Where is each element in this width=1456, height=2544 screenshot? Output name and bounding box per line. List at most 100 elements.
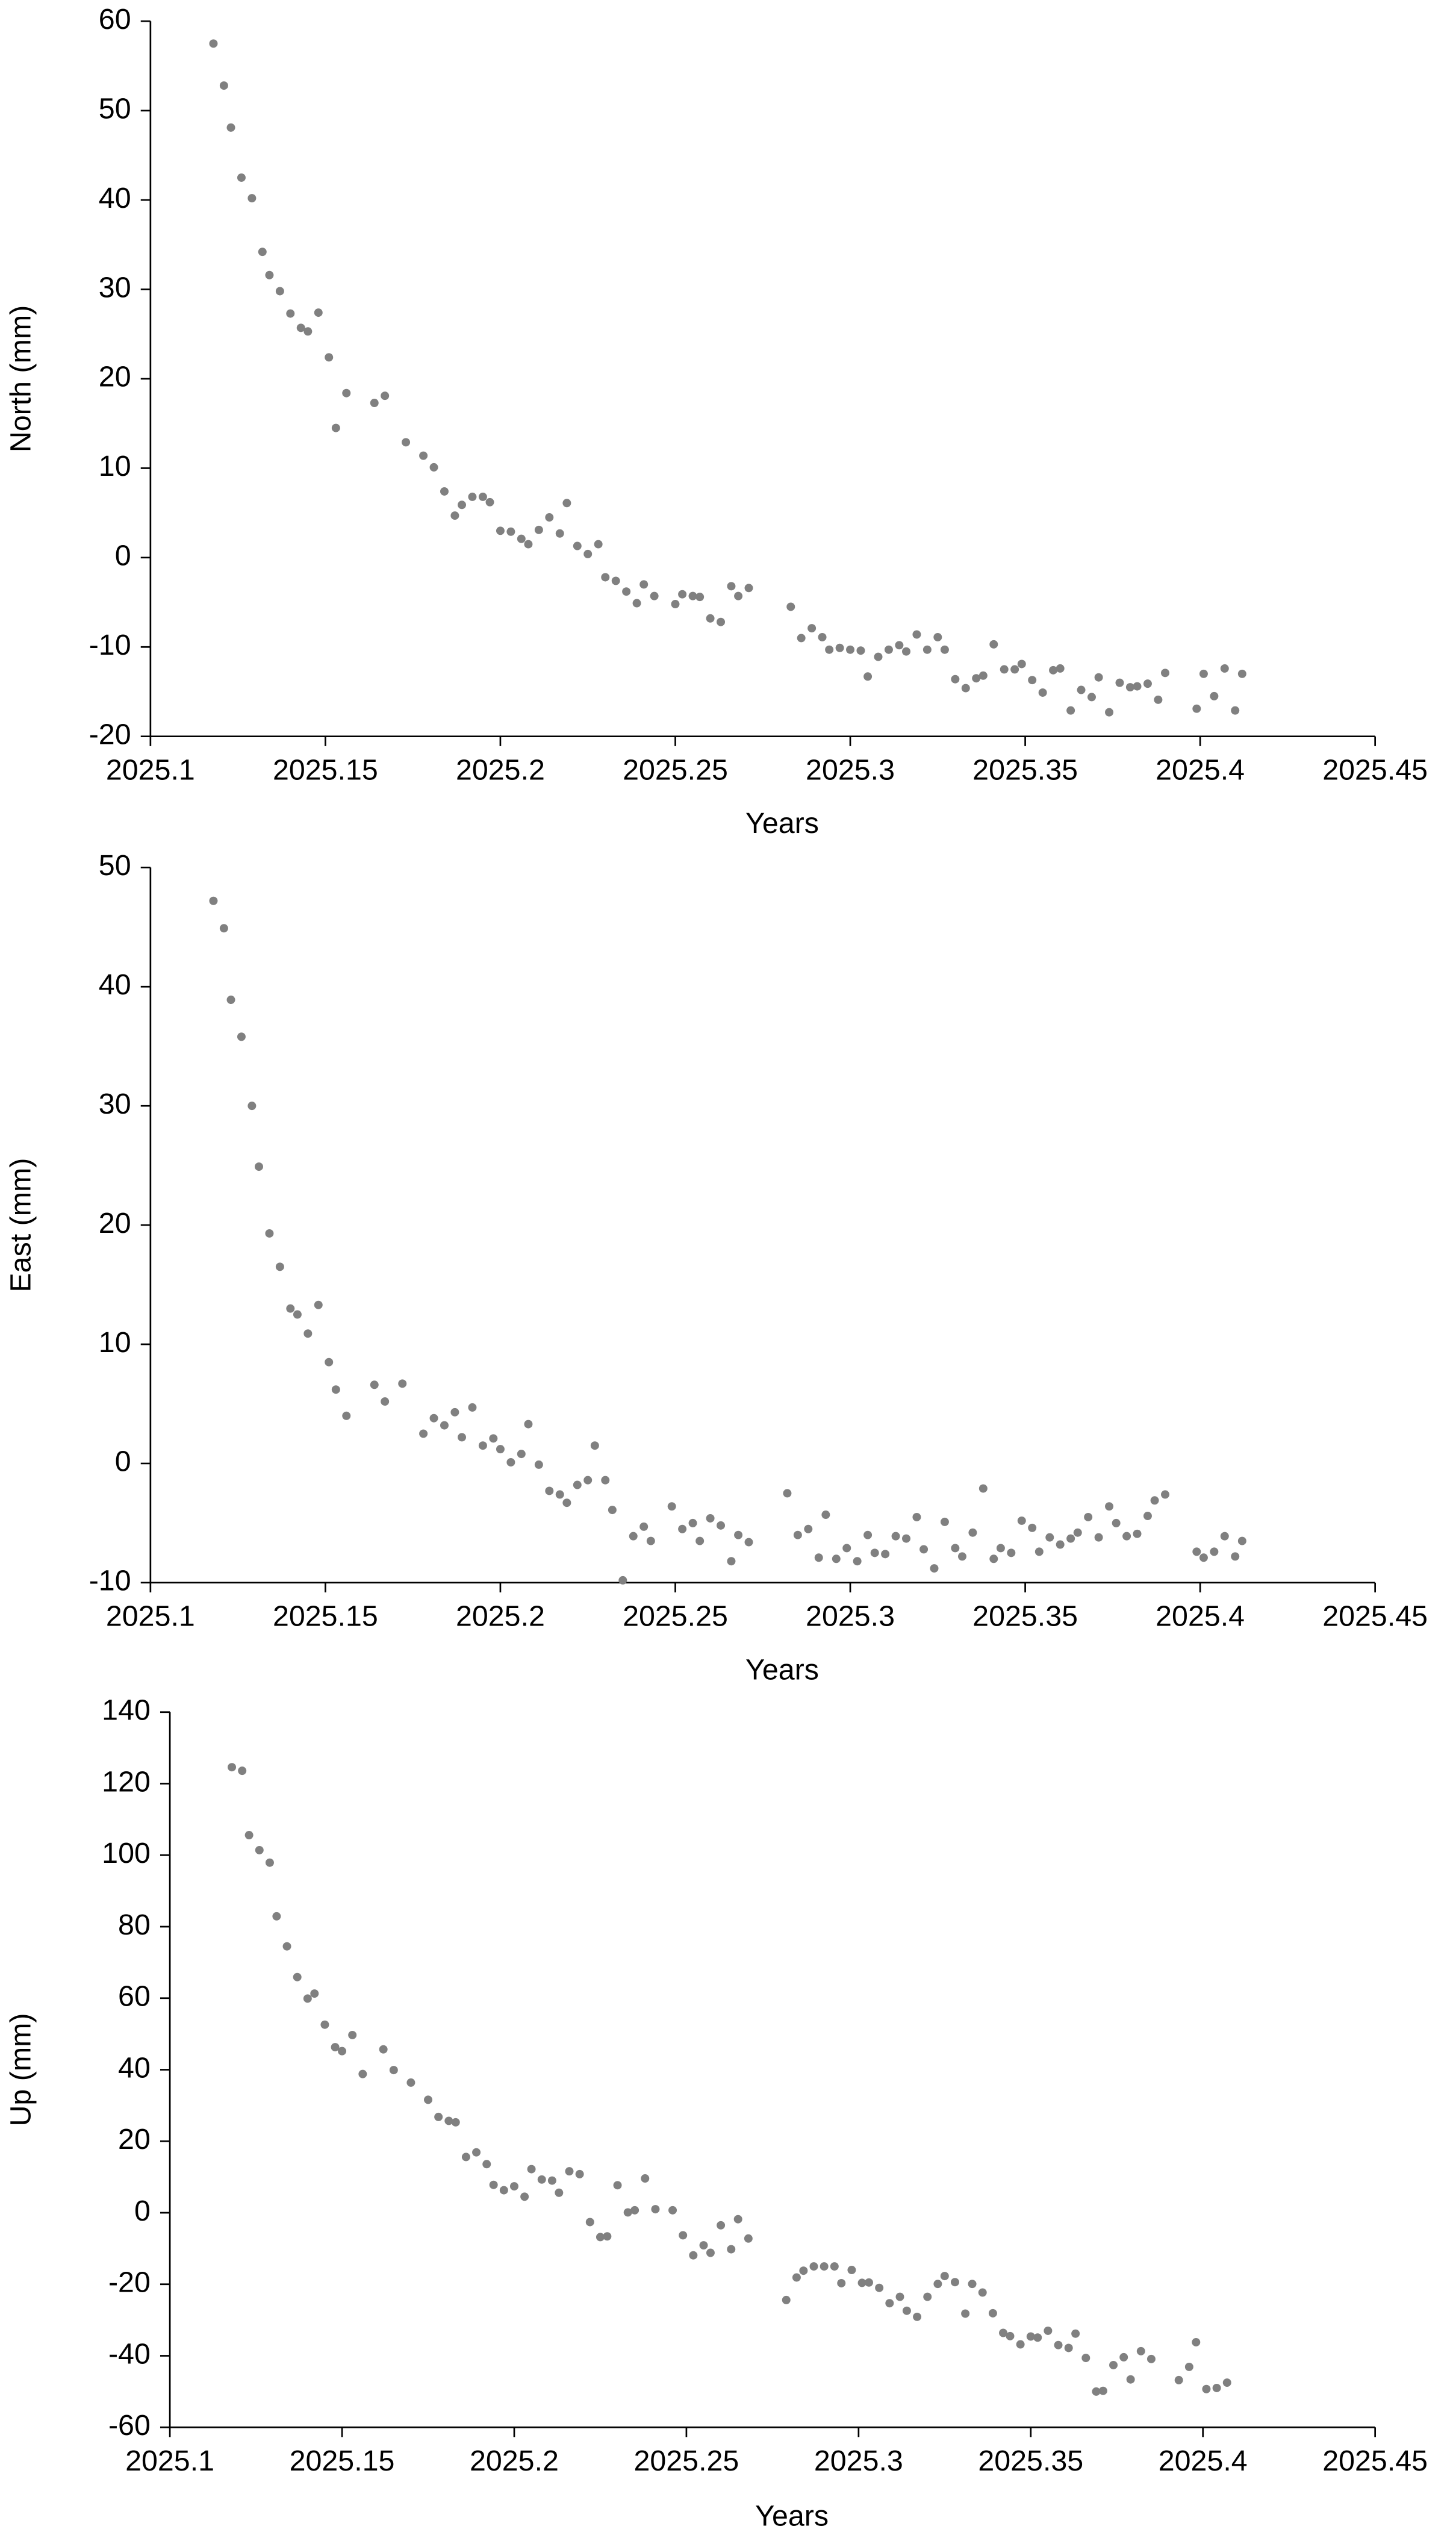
data-point	[884, 645, 893, 654]
data-point	[520, 2192, 529, 2201]
data-point	[583, 1476, 593, 1485]
data-point	[1133, 1529, 1142, 1538]
y-tick-label: 50	[99, 849, 131, 882]
data-point	[814, 1553, 823, 1562]
data-point	[783, 1489, 792, 1498]
data-point	[237, 1032, 246, 1041]
data-point	[429, 463, 438, 472]
data-point	[265, 270, 274, 279]
data-point	[338, 2047, 347, 2056]
data-point	[499, 2186, 508, 2195]
y-axis-label: Up (mm)	[4, 2013, 37, 2127]
data-point	[1071, 2329, 1080, 2338]
data-point	[1122, 1532, 1131, 1541]
data-point	[667, 1502, 676, 1511]
data-point	[881, 1550, 890, 1559]
data-point	[856, 646, 865, 655]
x-tick-label: 2025.45	[1322, 1600, 1428, 1633]
y-tick-label: 40	[99, 968, 131, 1001]
data-point	[668, 2206, 677, 2215]
data-point	[639, 580, 649, 589]
x-tick-label: 2025.2	[456, 754, 545, 787]
data-point	[255, 1845, 264, 1854]
data-point	[472, 2148, 481, 2157]
data-point	[517, 1450, 526, 1459]
data-point	[1094, 673, 1103, 682]
data-point	[650, 591, 659, 600]
data-point	[706, 1514, 715, 1523]
data-point	[797, 634, 806, 643]
data-point	[678, 590, 687, 599]
data-point	[744, 2234, 753, 2243]
data-point	[379, 2045, 388, 2054]
data-point	[555, 2188, 564, 2197]
data-point	[799, 2266, 808, 2275]
data-point	[265, 1229, 274, 1238]
data-point	[792, 2273, 801, 2282]
data-point	[226, 123, 235, 132]
data-point	[590, 1441, 599, 1450]
data-point	[989, 1554, 998, 1564]
data-point	[265, 1858, 274, 1867]
data-point	[325, 1358, 334, 1367]
data-point	[450, 511, 459, 520]
data-point	[275, 1262, 284, 1271]
data-point	[440, 1421, 449, 1430]
x-tick-label: 2025.2	[470, 2445, 559, 2477]
data-point	[1231, 706, 1240, 715]
data-point	[1017, 1516, 1026, 1525]
data-point	[226, 996, 235, 1005]
data-point	[622, 587, 631, 596]
data-point	[842, 1544, 851, 1553]
y-axis-label: East (mm)	[4, 1158, 37, 1292]
data-point	[331, 1385, 340, 1394]
data-point	[1184, 2362, 1193, 2371]
data-point	[630, 2206, 639, 2215]
data-point	[821, 1510, 830, 1520]
data-point	[342, 1411, 351, 1420]
data-point	[575, 2169, 584, 2178]
data-point	[381, 391, 390, 401]
y-tick-label: 20	[99, 1207, 131, 1239]
x-tick-label: 2025.4	[1156, 1600, 1245, 1633]
y-tick-label: 120	[102, 1765, 151, 1798]
data-point	[874, 652, 883, 661]
data-point	[303, 1329, 313, 1338]
data-point	[555, 1490, 564, 1499]
data-point	[545, 513, 554, 522]
data-point	[1049, 666, 1058, 675]
data-point	[804, 1524, 813, 1533]
data-point	[832, 1554, 841, 1564]
y-tick-label: 10	[99, 450, 131, 482]
data-point	[1028, 676, 1037, 685]
data-point	[706, 2248, 715, 2257]
data-point	[314, 308, 323, 317]
data-point	[996, 1544, 1005, 1553]
data-point	[496, 526, 505, 535]
data-point	[793, 1530, 802, 1539]
x-tick-label: 2025.3	[814, 2445, 903, 2477]
data-point	[1026, 2332, 1035, 2341]
data-point	[641, 2174, 650, 2183]
y-axis-label: North (mm)	[4, 305, 37, 452]
data-point	[695, 593, 705, 602]
data-point	[699, 2241, 708, 2250]
data-point	[1056, 1540, 1065, 1549]
data-point	[1237, 669, 1246, 678]
data-point	[296, 323, 305, 332]
data-point	[734, 591, 743, 600]
data-point	[219, 924, 228, 933]
data-point	[818, 632, 827, 641]
x-tick-label: 2025.25	[623, 1600, 728, 1633]
data-point	[727, 582, 736, 591]
data-point	[303, 327, 313, 336]
data-point	[744, 584, 753, 593]
data-point	[1220, 664, 1229, 673]
data-point	[978, 1484, 988, 1493]
data-point	[461, 2153, 470, 2162]
data-point	[603, 2232, 612, 2241]
data-point	[809, 2262, 818, 2271]
data-point	[671, 600, 680, 609]
data-point	[972, 674, 981, 683]
data-point	[583, 549, 593, 558]
